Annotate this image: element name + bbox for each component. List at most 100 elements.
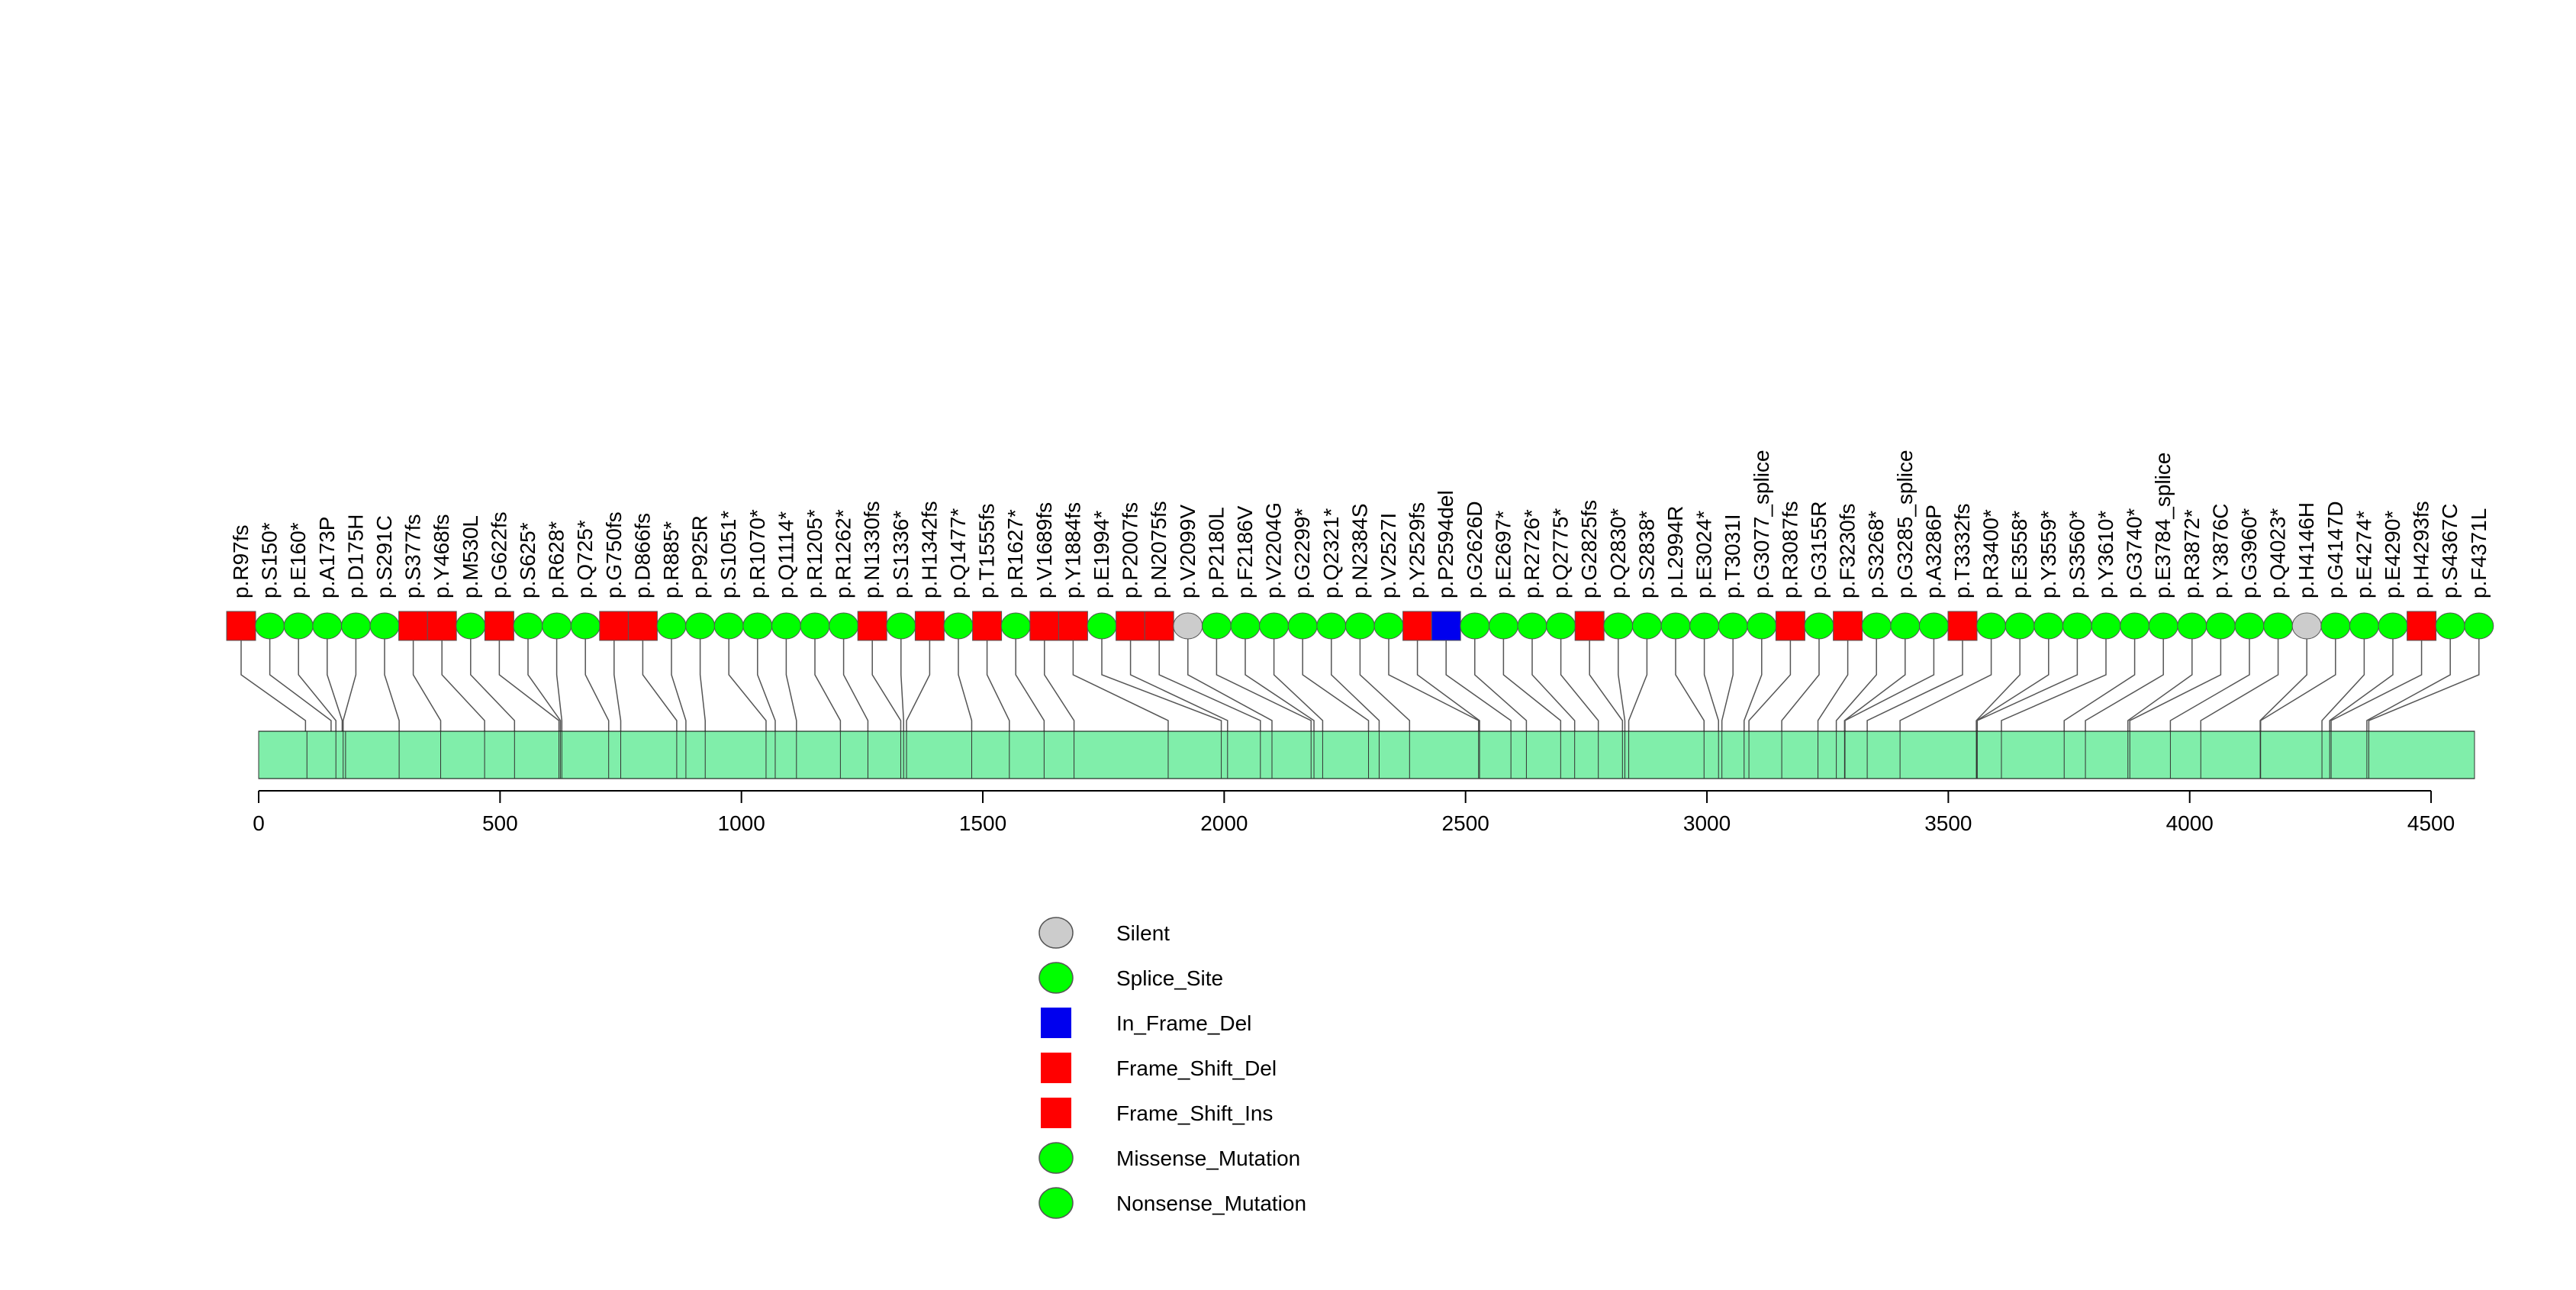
connector-line: [1675, 639, 1705, 731]
connector-line: [1899, 639, 1992, 731]
mutation-marker: [1947, 611, 1978, 641]
mutation-label: p.V2099V: [1176, 505, 1199, 598]
connector-line: [2259, 639, 2307, 731]
mutation-marker: [340, 612, 371, 640]
mutation-marker: [771, 612, 801, 640]
mutation-marker: [627, 611, 658, 641]
mutation-marker: [2349, 612, 2379, 640]
mutation-label: p.E160*: [286, 522, 310, 598]
mutation-label: p.P925R: [688, 515, 712, 598]
mutation-marker: [1689, 612, 1720, 640]
mutation-label: p.R1070*: [745, 509, 769, 598]
connector-line: [613, 639, 622, 731]
mutation-label: p.F3230fs: [1836, 503, 1860, 598]
mutation-label: p.S377fs: [401, 514, 425, 598]
connector-line: [906, 639, 931, 731]
mutation-label: p.N2384S: [1348, 503, 1371, 598]
axis-tick-label: 4500: [2407, 811, 2455, 835]
mutation-label: p.R3087fs: [1778, 501, 1802, 598]
mutation-label: p.Y1884fs: [1061, 502, 1084, 598]
connector-line: [1216, 639, 1312, 731]
mutation-label: p.V2204G: [1262, 502, 1286, 598]
connector-line: [1416, 639, 1480, 731]
connector-line: [1015, 639, 1045, 731]
connector-line: [1531, 639, 1576, 731]
axis-tick-label: 3000: [1683, 811, 1731, 835]
mutation-marker: [713, 612, 744, 640]
mutation-label: p.G622fs: [487, 511, 510, 598]
mutation-marker: [1402, 611, 1433, 641]
mutation-label: p.H4293fs: [2410, 501, 2433, 598]
mutation-marker: [1087, 612, 1117, 640]
connector-line: [1560, 639, 1599, 731]
mutation-marker: [513, 612, 543, 640]
mutation-marker: [1116, 611, 1146, 641]
protein-track: [258, 730, 2475, 779]
connector-line: [269, 639, 332, 731]
connector-line: [1866, 639, 1963, 731]
legend-swatch: [1038, 917, 1074, 949]
mutation-label: p.M530L: [459, 515, 482, 598]
mutation-marker: [742, 612, 773, 640]
axis-tick-label: 4000: [2166, 811, 2214, 835]
mutation-marker: [1000, 612, 1031, 640]
mutation-marker: [1460, 612, 1490, 640]
connector-line: [814, 639, 842, 731]
connector-line: [1975, 639, 2050, 731]
mutation-marker: [1775, 611, 1805, 641]
connector-line: [1044, 639, 1075, 731]
mutation-marker: [1058, 611, 1088, 641]
connector-line: [1474, 639, 1528, 731]
connector-line: [1744, 639, 1763, 731]
mutation-marker: [1373, 612, 1404, 640]
connector-line: [498, 639, 560, 731]
mutation-marker: [2091, 612, 2121, 640]
connector-line: [1101, 639, 1222, 731]
axis-tick-label: 1000: [718, 811, 765, 835]
connector-line: [2001, 639, 2107, 731]
mutation-label: p.G3740*: [2123, 508, 2146, 598]
mutation-marker: [369, 612, 400, 640]
mutation-label: p.Q1477*: [946, 508, 970, 598]
mutation-label: p.Q2321*: [1319, 508, 1343, 598]
mutation-marker: [1976, 612, 2007, 640]
mutation-label: p.T3332fs: [1950, 503, 1974, 598]
connector-line: [1273, 639, 1324, 731]
mutation-label: p.F2186V: [1233, 505, 1257, 598]
connector-line: [1302, 639, 1370, 731]
mutation-label: p.G750fs: [602, 511, 626, 598]
connector-line: [342, 639, 357, 731]
axis-tick-label: 1500: [959, 811, 1006, 835]
connector-lines: [240, 639, 2480, 731]
mutation-label: p.A173P: [315, 517, 339, 598]
connector-line: [785, 639, 797, 731]
mutation-marker: [829, 612, 859, 640]
mutation-marker: [2263, 612, 2294, 640]
connector-line: [327, 639, 343, 731]
connector-line: [958, 639, 973, 731]
mutation-marker: [226, 611, 256, 641]
connector-line: [1721, 639, 1734, 731]
mutation-label: p.E4274*: [2352, 511, 2375, 598]
connector-line: [642, 639, 678, 731]
connector-line: [1835, 639, 1877, 731]
mutation-marker: [283, 612, 314, 640]
connector-line: [1618, 639, 1626, 731]
mutation-label: p.R3400*: [1979, 509, 2003, 598]
mutation-marker: [1833, 611, 1863, 641]
mutation-marker: [1259, 612, 1290, 640]
axis-tick-label: 500: [482, 811, 518, 835]
connector-line: [555, 639, 563, 731]
mutation-label: p.S4367C: [2438, 503, 2462, 598]
connector-line: [298, 639, 336, 731]
mutation-label: p.G3960*: [2237, 508, 2261, 598]
connector-line: [1502, 639, 1562, 731]
mutation-label: p.E3024*: [1692, 511, 1716, 598]
mutation-label: p.E3558*: [2008, 511, 2031, 598]
legend: Silent Splice_Site In_Frame_Del Frame_Shift…: [1038, 917, 1306, 1219]
mutation-label: p.R2726*: [1520, 509, 1544, 598]
mutation-marker: [1603, 612, 1634, 640]
legend-label: Splice_Site: [1116, 966, 1223, 990]
mutation-marker: [1918, 612, 1949, 640]
connector-line: [986, 639, 1010, 731]
